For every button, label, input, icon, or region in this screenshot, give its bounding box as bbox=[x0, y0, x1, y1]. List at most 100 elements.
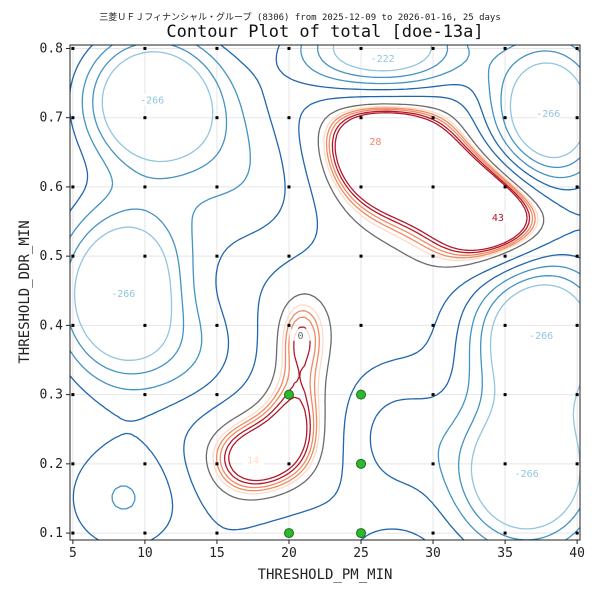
contour-label: -222 bbox=[371, 54, 395, 65]
sample-point bbox=[575, 116, 579, 120]
sample-point bbox=[503, 531, 507, 535]
contour-label: -266 bbox=[536, 109, 560, 120]
sample-point bbox=[503, 393, 507, 397]
contour-line bbox=[224, 110, 531, 485]
contour-labels: 28 43 14 0 -266 -266 -266 -266 -266 -222 bbox=[111, 51, 560, 480]
highlighted-point bbox=[356, 389, 367, 400]
contour-label: 14 bbox=[247, 455, 259, 466]
sample-point bbox=[71, 185, 75, 189]
x-tick-label: 30 bbox=[425, 546, 441, 561]
y-tick-label: 0.2 bbox=[40, 457, 63, 472]
contour-label-bg bbox=[241, 453, 264, 466]
sample-point bbox=[503, 46, 507, 50]
contour-label-bg bbox=[530, 328, 553, 341]
contour-line bbox=[69, 44, 581, 541]
sample-point bbox=[215, 462, 219, 466]
sample-point bbox=[359, 116, 363, 120]
highlighted-point bbox=[356, 458, 367, 469]
contour-label-bg bbox=[289, 328, 312, 341]
contour-label-bg bbox=[141, 93, 164, 106]
y-tick-label: 0.4 bbox=[40, 318, 64, 333]
sample-point bbox=[287, 462, 291, 466]
sample-point bbox=[575, 254, 579, 258]
x-axis-label: THRESHOLD_PM_MIN bbox=[258, 567, 393, 583]
sample-point bbox=[503, 116, 507, 120]
x-tick-label: 20 bbox=[281, 546, 297, 561]
sample-point bbox=[287, 46, 291, 50]
sample-point bbox=[287, 116, 291, 120]
sample-point bbox=[431, 531, 435, 535]
x-tick-label: 25 bbox=[353, 546, 369, 561]
sample-point bbox=[503, 462, 507, 466]
sample-point bbox=[71, 393, 75, 397]
sample-point bbox=[575, 323, 579, 327]
contour-label: 28 bbox=[369, 137, 381, 148]
sample-point bbox=[143, 323, 147, 327]
sample-point bbox=[503, 254, 507, 258]
sample-point bbox=[71, 462, 75, 466]
chart-title: Contour Plot of total [doe-13a] bbox=[166, 22, 483, 42]
x-tick-label: 35 bbox=[497, 546, 513, 561]
x-tick-label: 10 bbox=[137, 546, 153, 561]
contour-label: -266 bbox=[140, 95, 164, 106]
sample-point bbox=[143, 116, 147, 120]
contour-label-bg bbox=[112, 287, 135, 300]
sample-point bbox=[287, 254, 291, 258]
sample-point bbox=[143, 254, 147, 258]
sample-point bbox=[575, 462, 579, 466]
contour-label: 0 bbox=[297, 331, 303, 342]
sample-point bbox=[215, 323, 219, 327]
sample-point bbox=[71, 531, 75, 535]
y-axis-label: THRESHOLD_DDR_MIN bbox=[17, 220, 33, 363]
contour-label: -266 bbox=[529, 331, 553, 342]
plot-frame bbox=[69, 44, 581, 541]
sample-point bbox=[431, 323, 435, 327]
contour-label-bg bbox=[364, 134, 387, 147]
y-tick-label: 0.6 bbox=[40, 180, 63, 195]
y-tick-label: 0.3 bbox=[40, 388, 63, 403]
contour-lines bbox=[69, 44, 581, 541]
contour-label-bg bbox=[486, 211, 509, 224]
sample-point bbox=[359, 185, 363, 189]
sample-point bbox=[215, 185, 219, 189]
y-tick-label: 0.8 bbox=[40, 41, 63, 56]
y-tick-label: 0.7 bbox=[40, 111, 63, 126]
sample-point bbox=[143, 46, 147, 50]
sample-point bbox=[431, 185, 435, 189]
sample-point bbox=[431, 254, 435, 258]
x-axis: 5 10 15 20 25 30 35 40 bbox=[69, 540, 585, 561]
x-tick-label: 5 bbox=[69, 546, 77, 561]
sample-point bbox=[503, 323, 507, 327]
contour-line bbox=[212, 105, 539, 495]
sample-point bbox=[215, 393, 219, 397]
sample-point bbox=[215, 254, 219, 258]
sample-point bbox=[215, 46, 219, 50]
sample-point bbox=[143, 185, 147, 189]
sample-points bbox=[71, 46, 579, 535]
contour-label-bg bbox=[537, 107, 560, 120]
y-tick-label: 0.5 bbox=[40, 249, 63, 264]
sample-point bbox=[143, 393, 147, 397]
sample-point bbox=[215, 116, 219, 120]
highlighted-point bbox=[356, 528, 367, 539]
sample-point bbox=[575, 185, 579, 189]
sample-point bbox=[431, 462, 435, 466]
contour-label: -266 bbox=[111, 289, 135, 300]
sample-point bbox=[359, 46, 363, 50]
y-tick-label: 0.1 bbox=[40, 526, 63, 541]
sample-point bbox=[71, 116, 75, 120]
chart-subtitle: 三菱ＵＦＪフィナンシャル・グループ (8306) from 2025-12-09… bbox=[99, 11, 501, 23]
sample-point bbox=[575, 393, 579, 397]
contour-line bbox=[215, 107, 536, 492]
contour-line bbox=[69, 44, 581, 541]
sample-point bbox=[143, 531, 147, 535]
sample-point bbox=[71, 323, 75, 327]
sample-point bbox=[287, 185, 291, 189]
sample-point bbox=[431, 46, 435, 50]
sample-point bbox=[575, 531, 579, 535]
highlighted-point bbox=[283, 389, 294, 400]
sample-point bbox=[503, 185, 507, 189]
sample-point bbox=[143, 462, 147, 466]
contour-line bbox=[205, 103, 545, 501]
